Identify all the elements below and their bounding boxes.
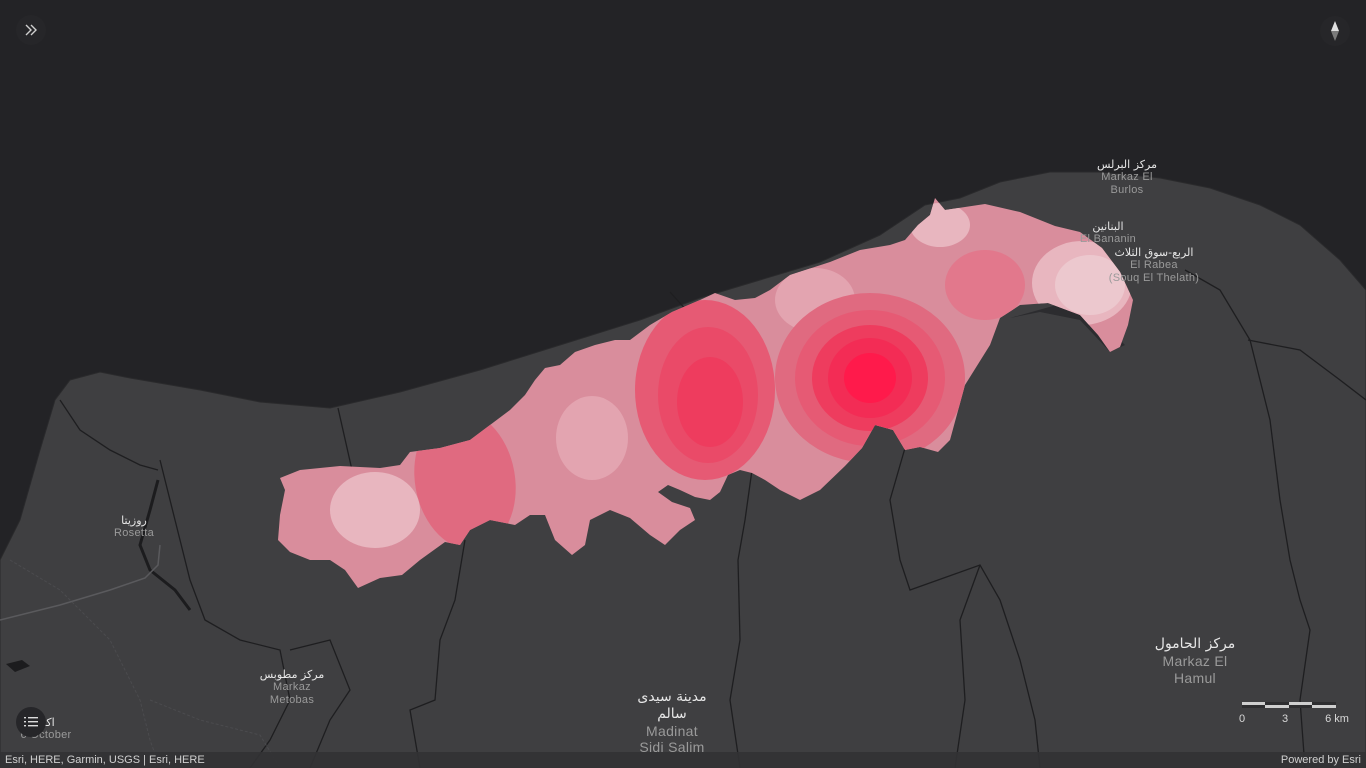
place-name-arabic: مركز مطوبس: [259, 668, 325, 681]
place-label-hamul: مركز الحامول Markaz El Hamul: [1155, 636, 1235, 686]
place-name-arabic: مدينة سيدى: [637, 689, 707, 705]
place-name-arabic: مركز البرلس: [1097, 158, 1157, 171]
scale-label-3: 3: [1281, 713, 1289, 725]
place-name-english: Sidi Salim: [639, 739, 705, 756]
place-name-english: Markaz El: [1101, 171, 1153, 184]
legend-button[interactable]: [16, 707, 46, 737]
place-label-burlos: مركز البرلس Markaz El Burlos: [1097, 158, 1157, 198]
place-name-arabic: البنانين: [1092, 220, 1124, 233]
place-name-english: El Bananin: [1079, 233, 1137, 246]
double-chevron-right-icon: [25, 24, 37, 36]
scale-bar-graphic: [1242, 702, 1336, 708]
place-label-rosetta: روزيتا Rosetta: [114, 514, 154, 540]
list-icon: [24, 717, 38, 727]
place-name-english: Hamul: [1174, 669, 1216, 686]
place-label-sidi-salim: مدينة سيدى سالم Madinat Sidi Salim: [637, 689, 706, 756]
place-label-metobas: مركز مطوبس Markaz Metobas: [260, 668, 324, 708]
road: [0, 544, 161, 621]
place-name-arabic: سالم: [657, 705, 687, 722]
powered-by-link[interactable]: Powered by Esri: [1280, 754, 1361, 766]
river: [138, 479, 192, 611]
place-name-english: Madinat: [646, 722, 698, 739]
scale-label-0: 0: [1238, 713, 1246, 725]
railway: [9, 559, 161, 768]
compass-icon: [1331, 21, 1339, 41]
place-name-english: Burlos: [1110, 184, 1144, 197]
district-boundaries: [59, 269, 1366, 768]
attribution-bar: Esri, HERE, Garmin, USGS | Esri, HERE Po…: [0, 752, 1366, 768]
place-name-english: El Rabea: [1130, 259, 1178, 272]
island: [6, 660, 30, 672]
expand-panel-button[interactable]: [16, 15, 46, 45]
place-name-arabic: مركز الحامول: [1154, 636, 1236, 652]
place-label-rabea: الربع-سوق الثلاث El Rabea (Souq El Thela…: [1109, 246, 1200, 286]
scale-bar: [1242, 698, 1336, 726]
place-name-english: (Souq El Thelath): [1108, 272, 1200, 285]
place-name-english: Rosetta: [113, 527, 155, 540]
place-name-english: Markaz El: [1162, 652, 1228, 669]
place-name-arabic: الربع-سوق الثلاث: [1114, 246, 1194, 259]
attribution-text[interactable]: Esri, HERE, Garmin, USGS | Esri, HERE: [5, 754, 205, 766]
place-name-english: Markaz: [273, 681, 311, 694]
compass-button[interactable]: [1320, 16, 1350, 46]
place-name-english: Metobas: [269, 694, 315, 707]
place-name-arabic: روزيتا: [121, 514, 147, 527]
road-minor: [149, 699, 281, 768]
scale-label-6km: 6 km: [1325, 713, 1349, 725]
place-label-bananin: البنانين El Bananin: [1080, 220, 1136, 246]
